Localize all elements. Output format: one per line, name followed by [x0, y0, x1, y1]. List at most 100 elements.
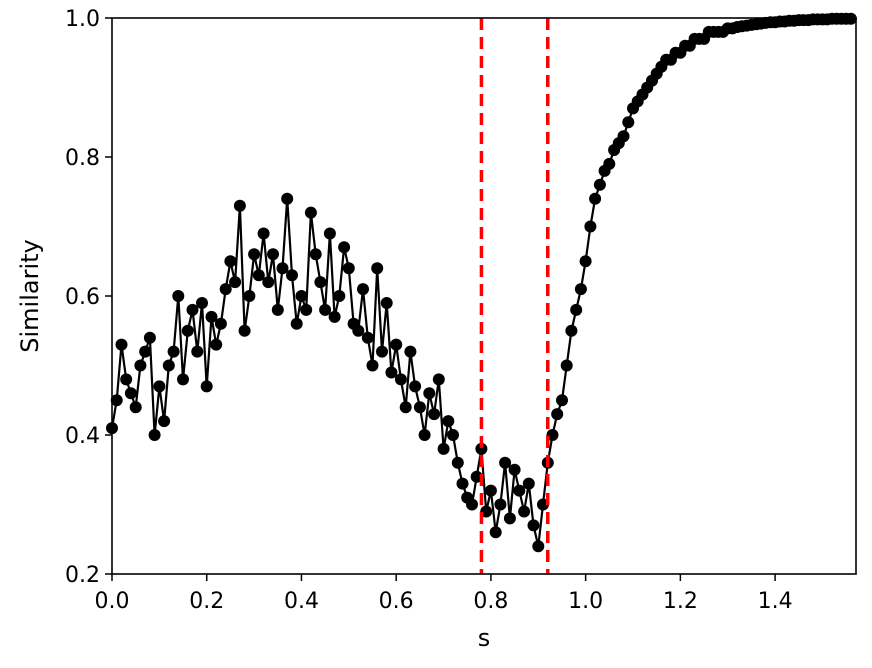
x-tick-label: 1.4	[758, 589, 793, 614]
data-point	[172, 290, 185, 302]
data-point	[134, 359, 147, 372]
data-point	[238, 324, 251, 337]
data-point	[565, 324, 578, 337]
data-point	[617, 130, 630, 143]
data-point	[196, 297, 208, 309]
data-point	[513, 484, 526, 497]
data-point	[423, 387, 436, 400]
data-point	[499, 456, 512, 469]
data-point	[153, 380, 166, 393]
data-point	[480, 505, 493, 518]
data-point	[352, 324, 365, 337]
x-tick-label: 1.0	[568, 589, 603, 614]
data-point	[243, 290, 256, 302]
data-point	[366, 359, 379, 372]
data-point	[579, 255, 592, 268]
data-point	[428, 408, 441, 421]
data-point	[281, 192, 294, 205]
data-point	[371, 262, 384, 275]
data-point	[404, 345, 417, 358]
data-point	[522, 477, 535, 490]
data-point	[233, 199, 246, 212]
data-point	[357, 283, 369, 296]
data-point	[385, 366, 398, 379]
data-point	[219, 283, 232, 296]
data-point	[314, 276, 327, 289]
data-point	[323, 227, 336, 240]
data-point	[248, 248, 261, 261]
data-point	[262, 276, 275, 289]
data-point	[537, 498, 549, 511]
data-point	[342, 262, 355, 275]
data-point	[338, 241, 351, 254]
data-point	[124, 387, 137, 400]
reference-lines	[479, 18, 550, 574]
data-point	[376, 345, 388, 358]
data-point	[186, 303, 199, 316]
data-point	[394, 373, 407, 386]
x-tick-label: 0.2	[189, 589, 224, 614]
data-point	[494, 498, 507, 511]
data-point	[229, 276, 242, 289]
x-axis: 0.0 0.2 0.4 0.6 0.8 1.0 1.2 1.4	[95, 574, 793, 614]
data-point	[447, 429, 459, 441]
data-point	[532, 540, 545, 553]
data-point	[451, 456, 464, 469]
data-point	[252, 269, 265, 282]
data-point	[551, 408, 564, 421]
data-point	[214, 317, 227, 330]
data-point	[181, 324, 194, 337]
data-point	[409, 380, 422, 393]
data-point	[267, 248, 279, 261]
data-point	[593, 178, 606, 191]
data-point	[466, 498, 478, 511]
data-point	[489, 526, 502, 539]
data-point	[271, 303, 284, 316]
data-point	[286, 269, 298, 282]
data-point	[603, 157, 616, 170]
y-tick-label: 0.4	[65, 424, 100, 449]
data-point	[574, 283, 587, 296]
x-axis-label: s	[478, 624, 491, 652]
data-point	[503, 512, 516, 525]
data-point	[589, 192, 602, 205]
y-tick-label: 0.2	[65, 563, 100, 588]
data-point	[295, 290, 308, 302]
data-point	[390, 338, 403, 351]
data-point	[120, 373, 133, 386]
data-point	[399, 401, 412, 414]
data-point	[556, 394, 568, 407]
data-point	[437, 442, 450, 455]
y-axis-label: Similarity	[16, 239, 44, 352]
data-point	[508, 463, 521, 476]
data-point	[361, 331, 374, 344]
y-tick-label: 0.8	[65, 146, 100, 171]
data-point	[442, 415, 455, 428]
data-point	[413, 401, 426, 414]
data-point	[380, 297, 393, 309]
data-point	[257, 227, 270, 240]
data-point	[319, 303, 332, 316]
data-point	[309, 248, 322, 261]
data-point	[143, 331, 156, 344]
data-point	[205, 310, 218, 323]
x-tick-label: 0.4	[284, 589, 319, 614]
data-point	[177, 373, 189, 386]
y-tick-label: 0.6	[65, 285, 100, 310]
data-point	[333, 290, 346, 302]
data-point	[290, 317, 303, 330]
data-point	[456, 477, 469, 490]
data-point	[148, 429, 161, 441]
plot-area	[106, 12, 857, 553]
data-point	[518, 505, 531, 518]
data-point	[475, 442, 488, 455]
data-point	[162, 359, 175, 372]
data-point	[167, 345, 180, 358]
data-point	[129, 401, 142, 414]
data-point	[224, 255, 237, 268]
data-point	[210, 338, 223, 351]
data-point	[328, 310, 341, 323]
y-tick-label: 1.0	[65, 7, 100, 32]
